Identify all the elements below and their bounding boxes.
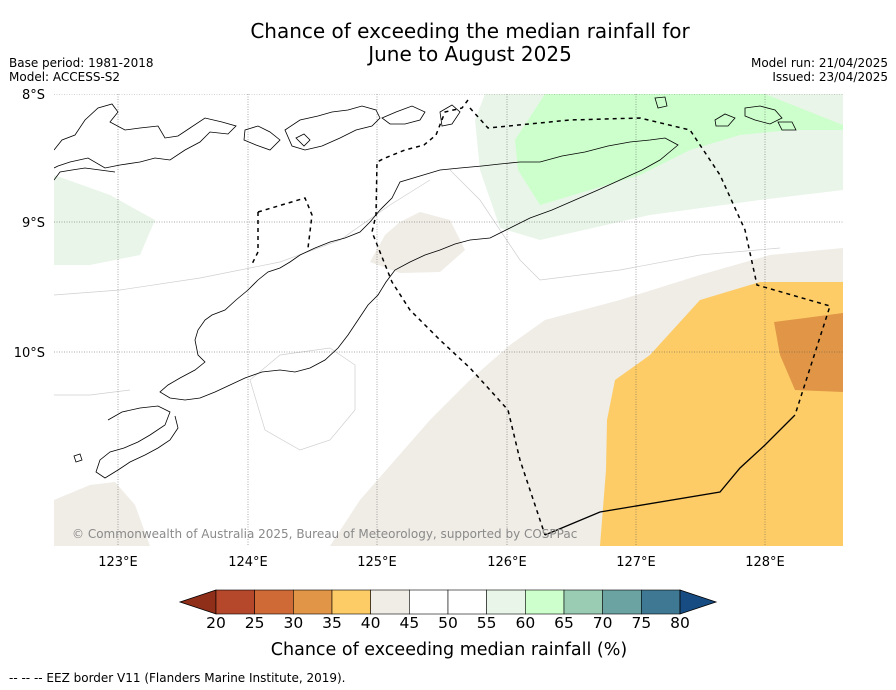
colorbar-tick-label: 65 (554, 614, 574, 632)
colorbar-tick-label: 25 (244, 614, 265, 632)
lat-label-8s: 8°S (22, 88, 45, 103)
eez-border-solid (544, 414, 796, 536)
lon-label-128e: 128°E (745, 555, 785, 570)
colorbar-segment (254, 589, 294, 615)
colorbar-extension-low (178, 589, 217, 615)
base-period: Base period: 1981-2018 (9, 56, 154, 70)
lat-label-9s: 9°S (22, 216, 45, 231)
colorbar-segment (447, 589, 487, 615)
colorbar-tick-label: 35 (322, 614, 342, 632)
colorbar-extension-high (679, 589, 718, 615)
region-30-35 (774, 313, 843, 392)
colorbar-segment (370, 589, 410, 615)
colorbar-tick-label: 75 (631, 614, 652, 632)
colorbar-tick-label: 60 (515, 614, 536, 632)
colorbar (178, 589, 718, 615)
colorbar-segment (486, 589, 526, 615)
colorbar-tick-label: 55 (476, 614, 497, 632)
lat-label-10s: 10°S (14, 346, 45, 361)
eez-border (251, 99, 831, 536)
colorbar-label: Chance of exceeding median rainfall (%) (270, 640, 628, 660)
copyright-notice: © Commonwealth of Australia 2025, Bureau… (72, 527, 577, 541)
colorbar-tick-label: 40 (360, 614, 381, 632)
colorbar-segment (602, 589, 642, 615)
latitude-labels: 8°S 9°S 10°S (14, 88, 45, 361)
contour-lines (54, 169, 781, 451)
colorbar-tick-label: 70 (592, 614, 613, 632)
region-40-45-patch (370, 212, 465, 273)
eez-footnote: -- -- -- EEZ border V11 (Flanders Marine… (9, 671, 346, 685)
colorbar-segment (563, 589, 603, 615)
region-55-60-west (54, 175, 155, 265)
colorbar-segment (331, 589, 371, 615)
map-area: © Commonwealth of Australia 2025, Bureau… (54, 94, 843, 546)
colorbar-tick-label: 20 (206, 614, 226, 632)
colorbar-tick-label: 80 (670, 614, 690, 632)
lon-label-127e: 127°E (616, 555, 656, 570)
colorbar-segment (215, 589, 255, 615)
lon-label-125e: 125°E (357, 555, 397, 570)
colorbar-tick-label: 45 (399, 614, 420, 632)
title-line-2: June to August 2025 (368, 42, 572, 66)
longitude-labels: 123°E 124°E 125°E 126°E 127°E 128°E (98, 555, 785, 570)
model-run-date: Model run: 21/04/2025 (750, 56, 888, 70)
region-40-45-southwest (54, 482, 150, 546)
colorbar-segment (409, 589, 449, 615)
colorbar-tick-label: 30 (283, 614, 304, 632)
lon-label-126e: 126°E (487, 555, 527, 570)
coastlines (54, 96, 797, 479)
title-line-1: Chance of exceeding the median rainfall … (250, 19, 690, 43)
issued-date: Issued: 23/04/2025 (772, 70, 888, 84)
graticule (54, 94, 843, 546)
model-name: Model: ACCESS-S2 (9, 70, 121, 84)
colorbar-segment (641, 589, 681, 615)
colorbar-segment (525, 589, 565, 615)
lon-label-124e: 124°E (228, 555, 268, 570)
lon-label-123e: 123°E (98, 555, 138, 570)
colorbar-segment (293, 589, 333, 615)
colorbar-tick-label: 50 (438, 614, 458, 632)
